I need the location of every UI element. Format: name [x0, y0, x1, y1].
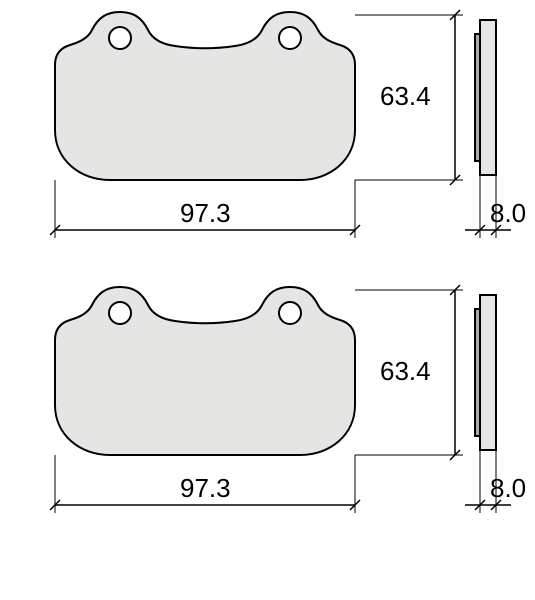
pad-side-view [475, 20, 496, 175]
pad-side-view [475, 295, 496, 450]
thickness-label: 8.0 [490, 198, 526, 228]
pad-group: 63.4 97.3 8.0 [50, 285, 526, 513]
height-label: 63.4 [380, 81, 431, 111]
pad-front-view [55, 287, 355, 455]
width-label: 97.3 [180, 473, 231, 503]
pad-group: 63.4 97.3 8.0 [50, 10, 526, 238]
height-label: 63.4 [380, 356, 431, 386]
pad-front-view [55, 12, 355, 180]
width-label: 97.3 [180, 198, 231, 228]
thickness-label: 8.0 [490, 473, 526, 503]
diagram-canvas: 63.4 97.3 8.0 63.4 97.3 8.0 [0, 0, 535, 600]
